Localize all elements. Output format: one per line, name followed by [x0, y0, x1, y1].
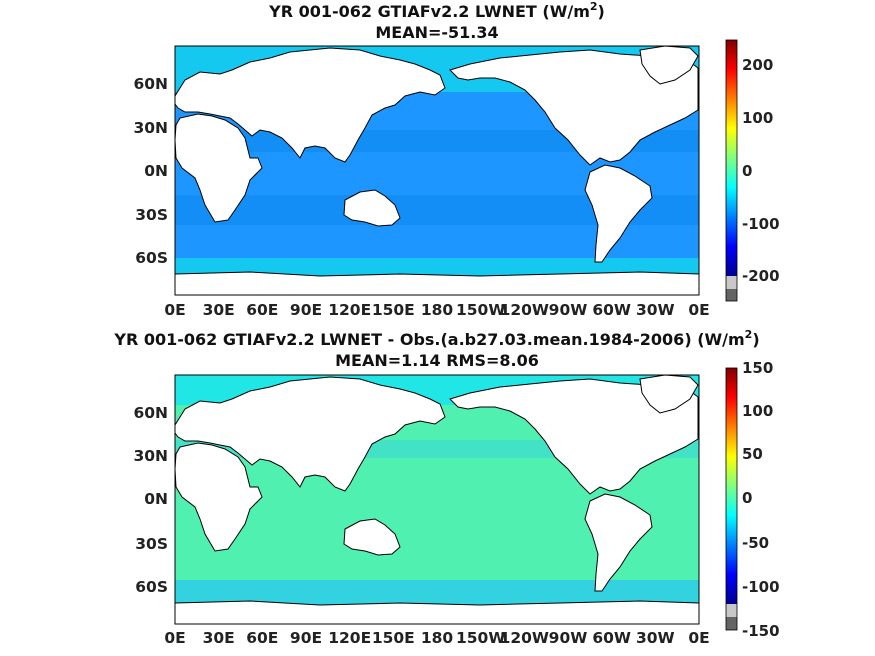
top-title: YR 001-062 GTIAFv2.2 LWNET (W/m2) — [268, 0, 605, 21]
top-colorbar-dark-grey — [726, 289, 737, 301]
bottom-cb-tick-100: 100 — [742, 402, 773, 420]
top-colorbar: 200 100 0 -100 -200 — [725, 39, 780, 302]
top-colorbar-gradient — [726, 40, 737, 276]
bottom-xtick-10: 60W — [592, 629, 631, 647]
top-panel: YR 001-062 GTIAFv2.2 LWNET (W/m2) MEAN=-… — [133, 0, 779, 319]
top-xtick-0: 0E — [164, 301, 185, 319]
bottom-north-america — [449, 378, 699, 495]
bottom-cb-tick-m150: -150 — [742, 622, 780, 640]
top-land — [174, 45, 700, 296]
bottom-ytick-60s: 60S — [135, 578, 168, 596]
bottom-xtick-3: 90E — [290, 629, 322, 647]
top-xtick-7: 150W — [456, 301, 505, 319]
top-subtitle: MEAN=-51.34 — [375, 23, 498, 42]
bottom-cb-tick-50: 50 — [742, 445, 763, 463]
top-y-ticks: 60N 30N 0N 30S 60S — [133, 75, 168, 267]
top-ytick-30s: 30S — [135, 206, 168, 224]
top-australia — [343, 189, 401, 227]
top-xtick-3: 90E — [290, 301, 322, 319]
bottom-title-suffix: ) — [752, 330, 759, 349]
top-xtick-12: 0E — [688, 301, 709, 319]
top-antarctica — [174, 271, 700, 296]
top-ytick-60s: 60S — [135, 249, 168, 267]
top-xtick-5: 150E — [372, 301, 415, 319]
top-colorbar-light-grey — [726, 276, 737, 289]
top-cb-tick-m100: -100 — [742, 215, 780, 233]
top-title-suffix: ) — [598, 2, 605, 21]
bottom-ytick-0n: 0N — [144, 490, 168, 508]
bottom-title: YR 001-062 GTIAFv2.2 LWNET - Obs.(a.b27.… — [113, 328, 759, 349]
bottom-colorbar-frame — [725, 367, 738, 631]
top-cb-tick-100: 100 — [742, 109, 773, 127]
bottom-cb-tick-150: 150 — [742, 359, 773, 377]
top-cb-tick-m200: -200 — [742, 267, 780, 285]
top-ytick-0n: 0N — [144, 162, 168, 180]
top-xtick-8: 120W — [500, 301, 549, 319]
top-xtick-2: 60E — [246, 301, 278, 319]
bottom-map-frame — [174, 374, 700, 625]
top-cb-tick-0: 0 — [742, 162, 752, 180]
bottom-antarctica — [174, 600, 700, 625]
bottom-ytick-30s: 30S — [135, 535, 168, 553]
bottom-subtitle: MEAN=1.14 RMS=8.06 — [335, 351, 539, 370]
bottom-xtick-5: 150E — [372, 629, 415, 647]
top-ytick-60n: 60N — [133, 75, 168, 93]
bottom-cb-tick-0: 0 — [742, 489, 752, 507]
top-map-frame — [174, 45, 700, 296]
bottom-south-america — [584, 493, 653, 592]
top-xtick-1: 30E — [203, 301, 235, 319]
bottom-colorbar-light-grey — [726, 604, 737, 617]
top-title-text: YR 001-062 GTIAFv2.2 LWNET (W/m — [268, 2, 590, 21]
top-xtick-4: 120E — [328, 301, 371, 319]
bottom-greenland — [639, 374, 699, 414]
bottom-colorbar-gradient — [726, 368, 737, 604]
top-xtick-10: 60W — [592, 301, 631, 319]
top-south-america — [584, 164, 653, 263]
bottom-xtick-1: 30E — [203, 629, 235, 647]
top-title-sup: 2 — [590, 0, 598, 13]
bottom-xtick-7: 150W — [456, 629, 505, 647]
bottom-xtick-2: 60E — [246, 629, 278, 647]
bottom-xtick-11: 30W — [636, 629, 675, 647]
bottom-xtick-8: 120W — [500, 629, 549, 647]
bottom-xtick-12: 0E — [688, 629, 709, 647]
bottom-title-text: YR 001-062 GTIAFv2.2 LWNET - Obs.(a.b27.… — [113, 330, 744, 349]
top-xtick-9: 90W — [549, 301, 588, 319]
top-cb-tick-200: 200 — [742, 56, 773, 74]
bottom-australia — [343, 518, 401, 556]
top-africa — [174, 113, 263, 223]
bottom-map — [174, 374, 700, 625]
top-eurasia — [174, 47, 446, 163]
bottom-eurasia — [174, 376, 446, 492]
bottom-colorbar-dark-grey — [726, 617, 737, 630]
bottom-title-sup: 2 — [745, 328, 753, 341]
top-xtick-6: 180 — [421, 301, 454, 319]
top-greenland — [639, 45, 699, 85]
top-north-america — [449, 49, 699, 166]
top-colorbar-frame — [725, 39, 738, 302]
bottom-colorbar: 150 100 50 0 -50 -100 -150 — [725, 359, 780, 640]
bottom-panel: YR 001-062 GTIAFv2.2 LWNET - Obs.(a.b27.… — [113, 328, 779, 647]
bottom-xtick-0: 0E — [164, 629, 185, 647]
top-ytick-30n: 30N — [133, 119, 168, 137]
top-xtick-11: 30W — [636, 301, 675, 319]
bottom-xtick-4: 120E — [328, 629, 371, 647]
bottom-africa — [174, 442, 263, 552]
bottom-xtick-9: 90W — [549, 629, 588, 647]
bottom-ytick-60n: 60N — [133, 404, 168, 422]
bottom-xtick-6: 180 — [421, 629, 454, 647]
bottom-cb-tick-m50: -50 — [742, 534, 769, 552]
top-map — [174, 45, 700, 296]
bottom-ytick-30n: 30N — [133, 447, 168, 465]
bottom-y-ticks: 60N 30N 0N 30S 60S — [133, 404, 168, 596]
bottom-cb-tick-m100: -100 — [742, 578, 780, 596]
